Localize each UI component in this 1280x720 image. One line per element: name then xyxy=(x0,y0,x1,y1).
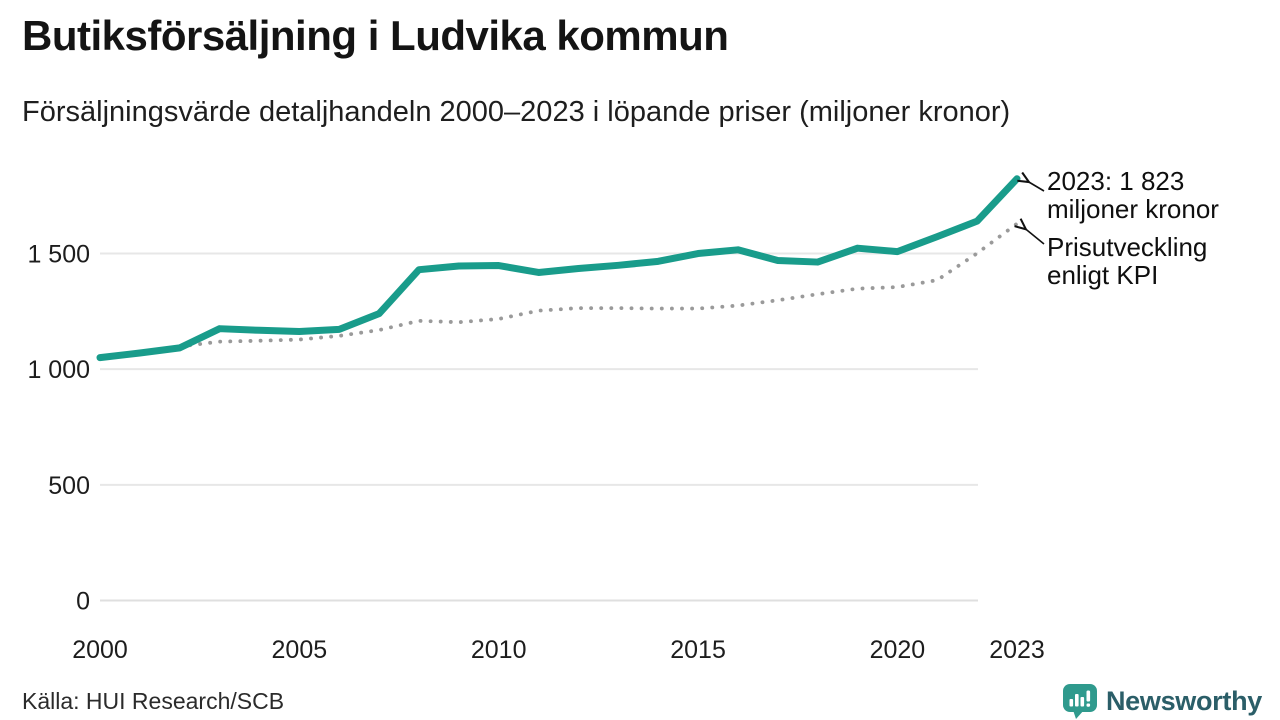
y-axis-labels: 0 500 1 000 1 500 xyxy=(27,241,90,616)
y-tick-label: 1 000 xyxy=(27,356,90,384)
x-tick-label: 2000 xyxy=(72,636,128,664)
chart-subtitle: Försäljningsvärde detaljhandeln 2000–202… xyxy=(22,96,1011,128)
x-tick-label: 2015 xyxy=(670,636,726,664)
x-tick-label: 2020 xyxy=(870,636,926,664)
page-title: Butiksförsäljning i Ludvika kommun xyxy=(22,12,729,59)
x-tick-label: 2010 xyxy=(471,636,527,664)
annotation-sales-2023: 2023: 1 823 miljoner kronor xyxy=(1047,167,1219,223)
kpi-line xyxy=(98,221,1019,360)
sales-line xyxy=(96,175,1021,362)
annotation-sales-line2: miljoner kronor xyxy=(1047,194,1219,224)
annotation-sales-line1: 2023: 1 823 xyxy=(1047,166,1185,196)
annotation-kpi: Prisutveckling enligt KPI xyxy=(1047,233,1207,289)
y-tick-label: 0 xyxy=(76,588,90,616)
x-axis-labels: 2000 2005 2010 2015 2020 2023 xyxy=(72,636,1045,664)
y-tick-label: 1 500 xyxy=(27,241,90,269)
annotation-kpi-line2: enligt KPI xyxy=(1047,260,1159,290)
annotation-arrows xyxy=(1025,182,1045,245)
y-tick-label: 500 xyxy=(48,472,90,500)
x-tick-label: 2005 xyxy=(272,636,328,664)
newsworthy-speech-bubble-chart-icon xyxy=(1062,684,1097,719)
newsworthy-wordmark: Newsworthy xyxy=(1105,685,1262,716)
newsworthy-logo: Newsworthy xyxy=(1062,683,1262,719)
annotation-kpi-line1: Prisutveckling xyxy=(1047,232,1208,262)
annotation-arrow-kpi xyxy=(1025,229,1045,245)
x-tick-label: 2023 xyxy=(989,636,1045,664)
gridlines xyxy=(100,252,978,602)
source-note: Källa: HUI Research/SCB xyxy=(22,688,285,714)
annotation-arrow-sales xyxy=(1028,182,1045,192)
